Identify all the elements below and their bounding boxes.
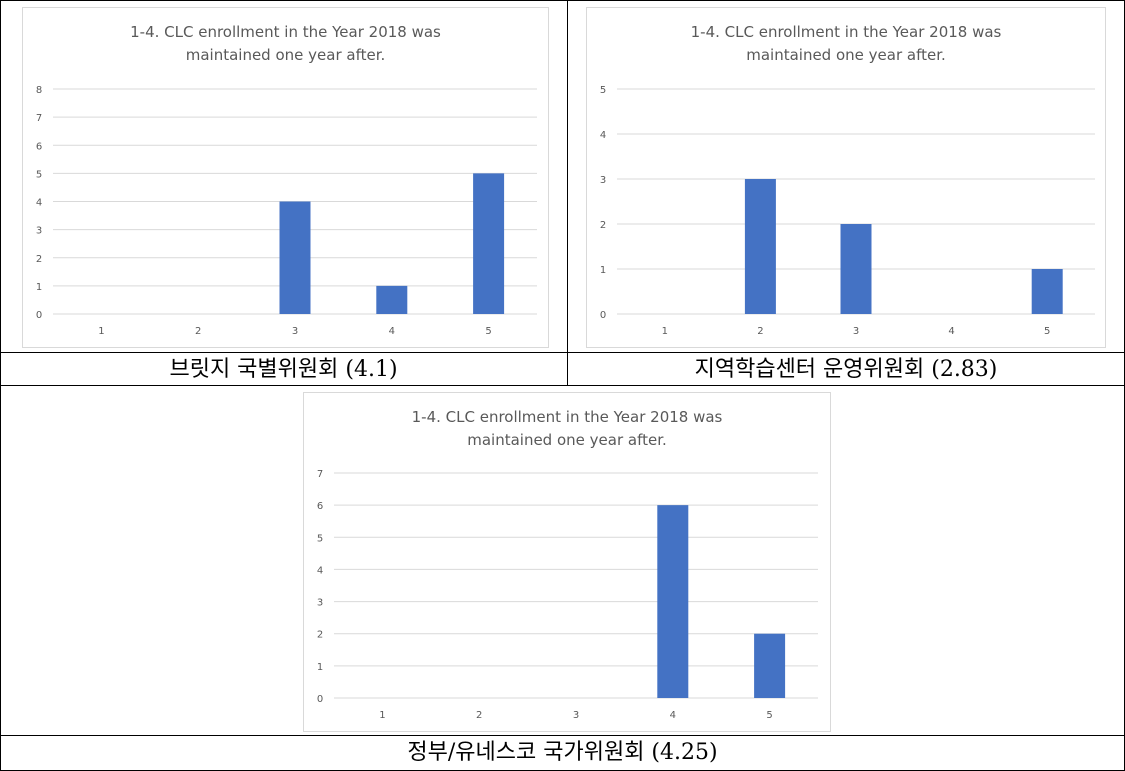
chart-title-line-1: 1-4. CLC enrollment in the Year 2018 was bbox=[130, 23, 441, 41]
y-tick-label: 1 bbox=[36, 282, 42, 293]
y-tick-label: 2 bbox=[600, 220, 606, 231]
chart-panel-1: 1-4. CLC enrollment in the Year 2018 was… bbox=[22, 7, 549, 348]
x-tick-label: 5 bbox=[1044, 326, 1050, 337]
x-tick-label: 2 bbox=[757, 326, 763, 337]
table-divider-row3 bbox=[0, 735, 1125, 736]
y-tick-label: 0 bbox=[600, 310, 606, 321]
x-tick-label: 4 bbox=[948, 326, 954, 337]
x-tick-label: 1 bbox=[379, 710, 385, 721]
y-tick-label: 3 bbox=[600, 175, 606, 186]
bar bbox=[1031, 269, 1063, 314]
table-divider-row2 bbox=[0, 385, 1125, 386]
table-divider-vertical bbox=[567, 0, 568, 385]
caption-clc-operating-committee: 지역학습센터 운영위원회 (2.83) bbox=[694, 357, 998, 382]
y-tick-label: 3 bbox=[317, 598, 323, 609]
y-tick-label: 1 bbox=[600, 265, 606, 276]
x-tick-label: 3 bbox=[853, 326, 859, 337]
chart-title-line-1: 1-4. CLC enrollment in the Year 2018 was bbox=[411, 408, 723, 426]
y-tick-label: 5 bbox=[317, 533, 323, 544]
y-tick-label: 6 bbox=[36, 141, 42, 152]
y-tick-label: 1 bbox=[317, 662, 323, 673]
bar bbox=[473, 173, 505, 314]
y-tick-label: 5 bbox=[600, 85, 606, 96]
bar bbox=[279, 201, 311, 314]
x-tick-label: 1 bbox=[662, 326, 668, 337]
bar-chart: 0 1 2 3 4 5 1 2 3 4 5 bbox=[600, 85, 1095, 337]
x-tick-label: 2 bbox=[476, 710, 482, 721]
x-tick-label: 2 bbox=[195, 326, 201, 337]
y-tick-label: 7 bbox=[317, 469, 323, 480]
x-tick-label: 3 bbox=[292, 326, 298, 337]
bar bbox=[376, 285, 408, 314]
bar bbox=[840, 224, 872, 314]
y-tick-label: 4 bbox=[600, 130, 606, 141]
x-tick-label: 4 bbox=[389, 326, 395, 337]
chart-title-line-2: maintained one year after. bbox=[746, 46, 946, 64]
y-tick-label: 5 bbox=[36, 169, 42, 180]
y-tick-label: 0 bbox=[36, 310, 42, 321]
chart-title-line-2: maintained one year after. bbox=[467, 431, 667, 449]
y-tick-label: 8 bbox=[36, 85, 42, 96]
bar bbox=[657, 505, 689, 698]
y-tick-label: 6 bbox=[317, 501, 323, 512]
chart-title-line-1: 1-4. CLC enrollment in the Year 2018 was bbox=[690, 23, 1002, 41]
x-tick-label: 3 bbox=[573, 710, 579, 721]
y-tick-label: 7 bbox=[36, 113, 42, 124]
y-tick-label: 2 bbox=[36, 254, 42, 265]
y-tick-label: 4 bbox=[317, 565, 323, 576]
bar bbox=[754, 633, 786, 698]
x-tick-label: 1 bbox=[98, 326, 104, 337]
y-tick-label: 3 bbox=[36, 226, 42, 237]
caption-bridge-national-committee: 브릿지 국별위원회 (4.1) bbox=[169, 357, 398, 382]
x-tick-label: 5 bbox=[485, 326, 491, 337]
x-tick-label: 4 bbox=[670, 710, 676, 721]
x-tick-label: 5 bbox=[766, 710, 772, 721]
bar-chart: 0 1 2 3 4 5 6 7 8 1 2 3 4 5 bbox=[36, 85, 537, 337]
bar bbox=[744, 179, 776, 314]
chart-title-line-2: maintained one year after. bbox=[185, 46, 386, 64]
y-tick-label: 0 bbox=[317, 694, 323, 705]
caption-government-unesco-committee: 정부/유네스코 국가위원회 (4.25) bbox=[407, 740, 718, 765]
table-divider-row1 bbox=[0, 352, 1125, 353]
y-tick-label: 2 bbox=[317, 630, 323, 641]
bar-chart: 0 1 2 3 4 5 6 7 1 2 3 4 5 bbox=[317, 469, 818, 721]
chart-panel-3: 1-4. CLC enrollment in the Year 2018 was… bbox=[303, 392, 831, 732]
y-tick-label: 4 bbox=[36, 198, 42, 209]
chart-panel-2: 1-4. CLC enrollment in the Year 2018 was… bbox=[586, 7, 1106, 348]
table-border-top bbox=[0, 0, 1125, 1]
